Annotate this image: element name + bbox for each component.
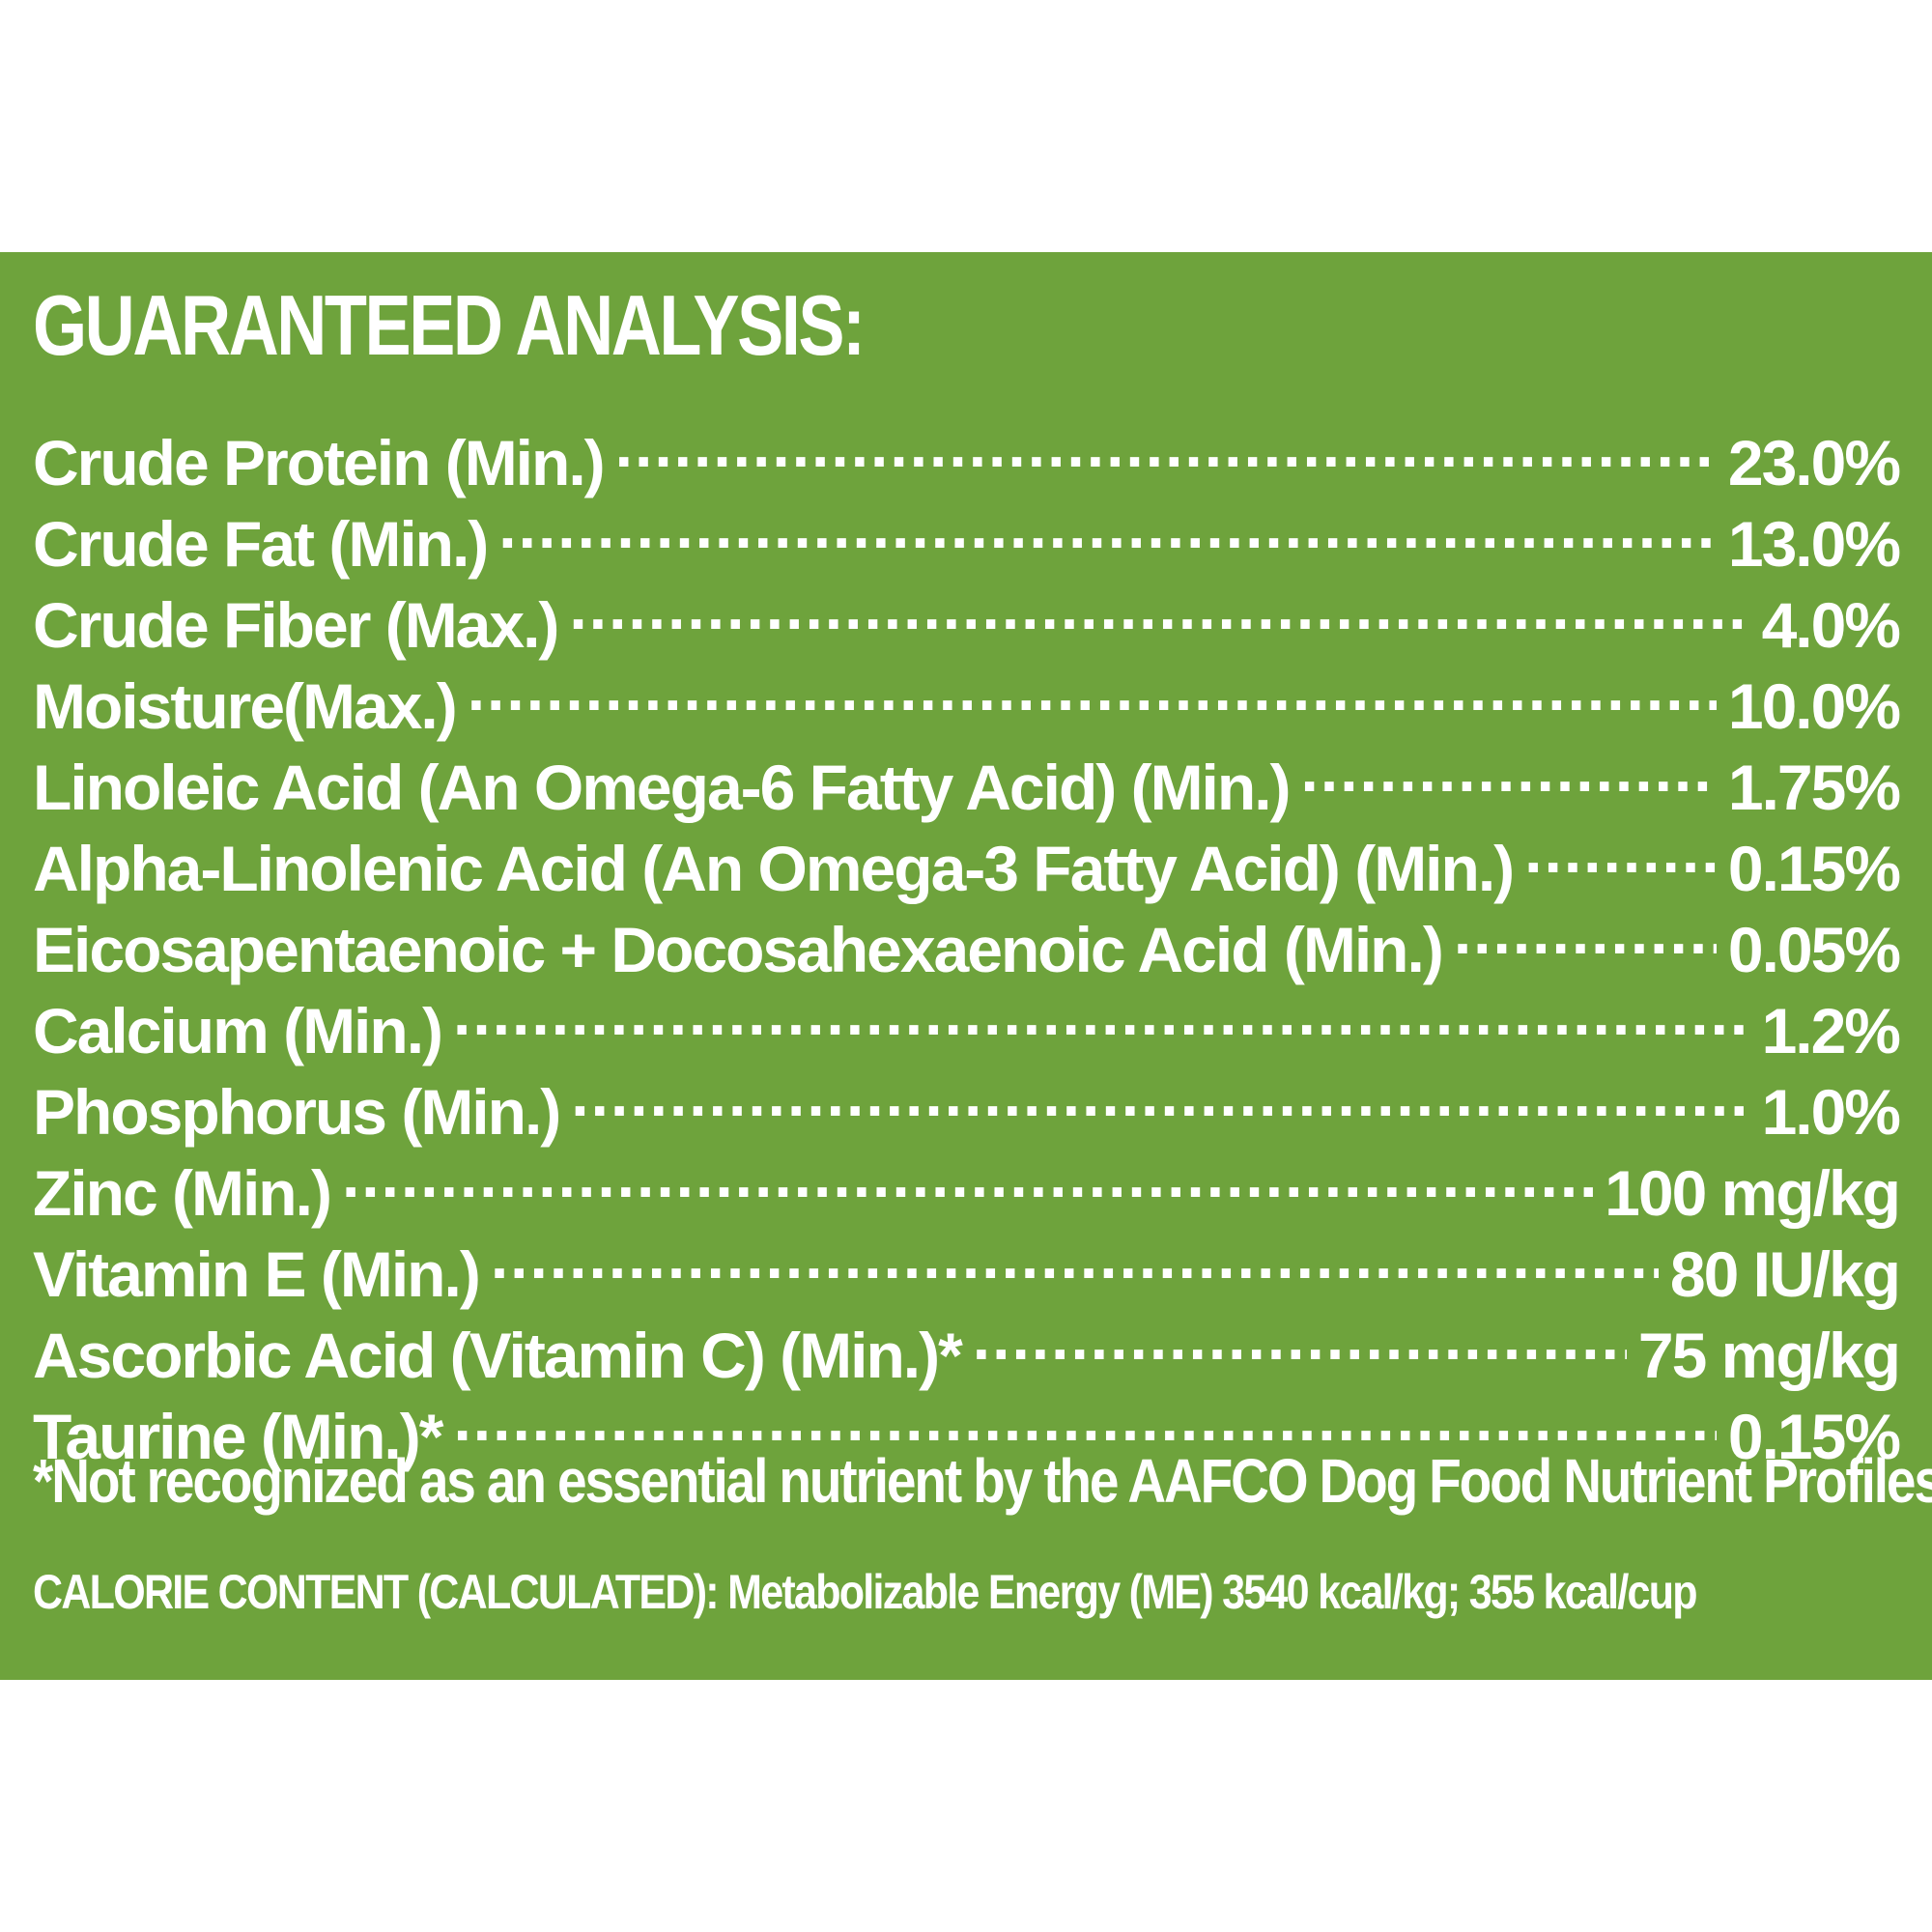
nutrient-label: Linoleic Acid (An Omega-6 Fatty Acid) (M… <box>33 752 1292 823</box>
dot-leader <box>569 566 1749 647</box>
nutrient-value: 1.0% <box>1761 1076 1901 1148</box>
analysis-row: Zinc (Min.) 100 mg/kg <box>33 1134 1901 1229</box>
dot-leader <box>1301 728 1717 810</box>
nutrient-value: 1.75% <box>1727 752 1901 823</box>
analysis-row: Alpha-Linolenic Acid (An Omega-3 Fatty A… <box>33 810 1901 904</box>
analysis-row: Crude Protein (Min.) 23.0% <box>33 404 1901 498</box>
nutrient-label: Moisture(Max.) <box>33 670 458 742</box>
nutrient-value: 1.2% <box>1761 995 1901 1066</box>
analysis-row: Taurine (Min.)* 0.15% <box>33 1378 1901 1472</box>
aafco-footnote: *Not recognized as an essential nutrient… <box>33 1446 1932 1516</box>
dot-leader <box>615 404 1717 485</box>
nutrient-label: Vitamin E (Min.) <box>33 1238 481 1310</box>
nutrient-value: 10.0% <box>1727 670 1901 742</box>
nutrient-label: Zinc (Min.) <box>33 1157 332 1229</box>
dot-leader <box>453 972 1750 1053</box>
analysis-row: Phosphorus (Min.) 1.0% <box>33 1053 1901 1148</box>
nutrient-label: Calcium (Min.) <box>33 995 443 1066</box>
nutrient-value: 0.05% <box>1727 914 1901 985</box>
nutrient-label: Taurine (Min.)* <box>33 1401 443 1472</box>
analysis-row: Moisture(Max.) 10.0% <box>33 647 1901 742</box>
guaranteed-analysis-panel: GUARANTEED ANALYSIS: Crude Protein (Min.… <box>0 252 1932 1680</box>
dot-leader <box>1524 810 1717 891</box>
nutrient-value: 80 IU/kg <box>1669 1238 1901 1310</box>
dot-leader <box>468 647 1717 728</box>
analysis-row: Crude Fiber (Max.) 4.0% <box>33 566 1901 661</box>
dot-leader <box>498 485 1717 566</box>
nutrient-value: 4.0% <box>1761 589 1901 661</box>
analysis-row: Calcium (Min.) 1.2% <box>33 972 1901 1066</box>
calorie-content: CALORIE CONTENT (CALCULATED): Metaboliza… <box>33 1565 1698 1619</box>
analysis-row: Linoleic Acid (An Omega-6 Fatty Acid) (M… <box>33 728 1901 823</box>
nutrient-value: 0.15% <box>1727 833 1901 904</box>
analysis-row: Ascorbic Acid (Vitamin C) (Min.)* 75 mg/… <box>33 1296 1901 1391</box>
analysis-row: Eicosapentaenoic + Docosahexaenoic Acid … <box>33 891 1901 985</box>
dot-leader <box>973 1296 1627 1378</box>
nutrient-value: 23.0% <box>1727 427 1901 498</box>
dot-leader <box>342 1134 1593 1215</box>
nutrient-label: Crude Fat (Min.) <box>33 508 489 580</box>
nutrient-value: 0.15% <box>1727 1401 1901 1472</box>
nutrient-value: 13.0% <box>1727 508 1901 580</box>
panel-title: GUARANTEED ANALYSIS: <box>33 277 866 373</box>
dot-leader <box>571 1053 1749 1134</box>
analysis-row: Vitamin E (Min.) 80 IU/kg <box>33 1215 1901 1310</box>
nutrient-label: Alpha-Linolenic Acid (An Omega-3 Fatty A… <box>33 833 1515 904</box>
dot-leader <box>453 1378 1716 1459</box>
dot-leader <box>491 1215 1659 1296</box>
analysis-table: Crude Protein (Min.) 23.0% Crude Fat (Mi… <box>33 404 1901 1472</box>
dot-leader <box>1454 891 1717 972</box>
analysis-row: Crude Fat (Min.) 13.0% <box>33 485 1901 580</box>
